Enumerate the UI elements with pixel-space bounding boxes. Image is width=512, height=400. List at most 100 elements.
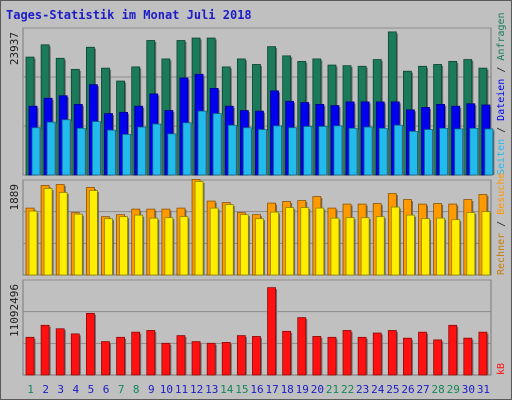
bar-rechner-day-30 [466,212,476,276]
bar-rechner-day-22 [345,217,355,276]
legend-entry-sep2: / [496,61,507,79]
bar-rechner-day-18 [285,207,295,276]
bar-seiten-day-5 [91,121,101,176]
bar-kb-day-7 [116,336,125,376]
bar-seiten-day-31 [484,128,494,176]
bar-kb-day-18 [282,330,292,376]
bar-kb-day-4 [70,333,80,376]
legend-top: Seiten / Dateien / Anfragen [496,12,507,175]
bar-kb-day-31 [478,331,488,376]
bar-seiten-day-4 [76,127,86,176]
bar-seiten-day-10 [167,133,177,176]
bar-kb-day-6 [101,341,110,376]
bar-kb-day-28 [433,339,443,376]
bar-rechner-day-25 [390,206,400,276]
bar-rechner-day-12 [194,181,204,276]
day-label-25: 25 [386,383,399,396]
bar-seiten-day-21 [333,125,343,176]
day-label-3: 3 [57,383,64,396]
legend-entry-dateien: Dateien [496,79,507,121]
bar-rechner-day-28 [436,217,446,276]
bar-rechner-day-21 [330,217,340,276]
bar-kb-day-26 [403,337,412,376]
day-label-13: 13 [205,383,218,396]
day-label-28: 28 [432,383,445,396]
bar-kb-day-27 [418,331,427,376]
bar-kb-day-21 [327,336,337,376]
legend-bottom: kB [496,363,507,375]
legend-middle: Rechner / Besuche [496,173,507,275]
bar-kb-day-25 [387,330,397,376]
bar-rechner-day-19 [300,207,310,276]
day-label-4: 4 [73,383,80,396]
bar-kb-day-2 [40,324,50,376]
bar-rechner-day-9 [149,217,159,276]
bar-seiten-day-2 [46,121,56,176]
bar-rechner-day-5 [88,190,98,276]
day-label-2: 2 [42,383,49,396]
bar-kb-day-20 [312,336,322,376]
bar-kb-day-30 [463,337,473,376]
legend-entry-seiten: Seiten [496,139,507,175]
day-label-6: 6 [103,383,110,396]
bar-rechner-day-29 [451,219,461,276]
bar-seiten-day-6 [107,129,116,176]
bar-rechner-day-15 [239,214,249,276]
bar-rechner-day-7 [119,216,128,276]
bar-kb-day-5 [85,312,95,376]
bar-rechner-day-2 [43,188,53,276]
bar-seiten-day-25 [393,124,403,176]
bar-seiten-day-18 [288,127,298,176]
bar-kb-day-1 [25,336,35,376]
day-label-18: 18 [281,383,294,396]
bar-seiten-day-30 [469,127,479,176]
day-label-29: 29 [447,383,460,396]
bar-rechner-day-10 [164,217,174,276]
bar-seiten-day-12 [197,110,207,176]
bar-kb-day-9 [146,330,156,376]
legend-entry-sep1: / [496,121,507,139]
bar-kb-day-14 [221,342,231,376]
bar-kb-day-17 [267,287,276,376]
bar-rechner-day-4 [73,213,83,276]
bar-seiten-day-16 [258,129,267,176]
bar-seiten-day-24 [378,127,388,176]
day-label-8: 8 [133,383,140,396]
bar-seiten-day-15 [242,127,252,176]
bar-kb-day-16 [252,336,261,376]
bar-kb-day-10 [161,342,171,376]
legend-entry-anfragen: Anfragen [496,12,507,60]
day-label-23: 23 [356,383,369,396]
panel-3-max-label: 11092496 [8,284,21,337]
bar-seiten-day-9 [152,123,162,176]
bar-seiten-day-23 [363,126,373,176]
legend-entry-kb: kB [496,363,507,375]
bar-rechner-day-31 [481,211,491,276]
bar-kb-day-11 [176,335,186,376]
bar-rechner-day-27 [421,218,430,276]
day-label-31: 31 [477,383,490,396]
day-label-17: 17 [265,383,278,396]
bar-seiten-day-8 [137,126,147,176]
bar-seiten-day-20 [318,126,328,176]
day-label-27: 27 [416,383,429,396]
bar-seiten-day-29 [454,128,464,176]
bar-seiten-day-17 [273,125,282,176]
day-label-16: 16 [250,383,263,396]
panel-1-max-label: 23937 [8,32,21,65]
bar-seiten-day-22 [348,127,358,176]
bar-kb-day-19 [297,317,307,376]
bar-rechner-day-16 [255,218,264,276]
bar-rechner-day-11 [179,216,189,276]
day-label-7: 7 [118,383,125,396]
day-label-21: 21 [326,383,339,396]
day-label-14: 14 [220,383,234,396]
day-label-22: 22 [341,383,354,396]
bar-seiten-day-14 [227,124,237,176]
bar-seiten-day-26 [409,130,418,176]
day-label-5: 5 [88,383,95,396]
bar-rechner-day-14 [224,204,234,276]
legend-entry-besuche: Besuche [496,173,507,215]
bar-kb-day-8 [131,331,141,376]
